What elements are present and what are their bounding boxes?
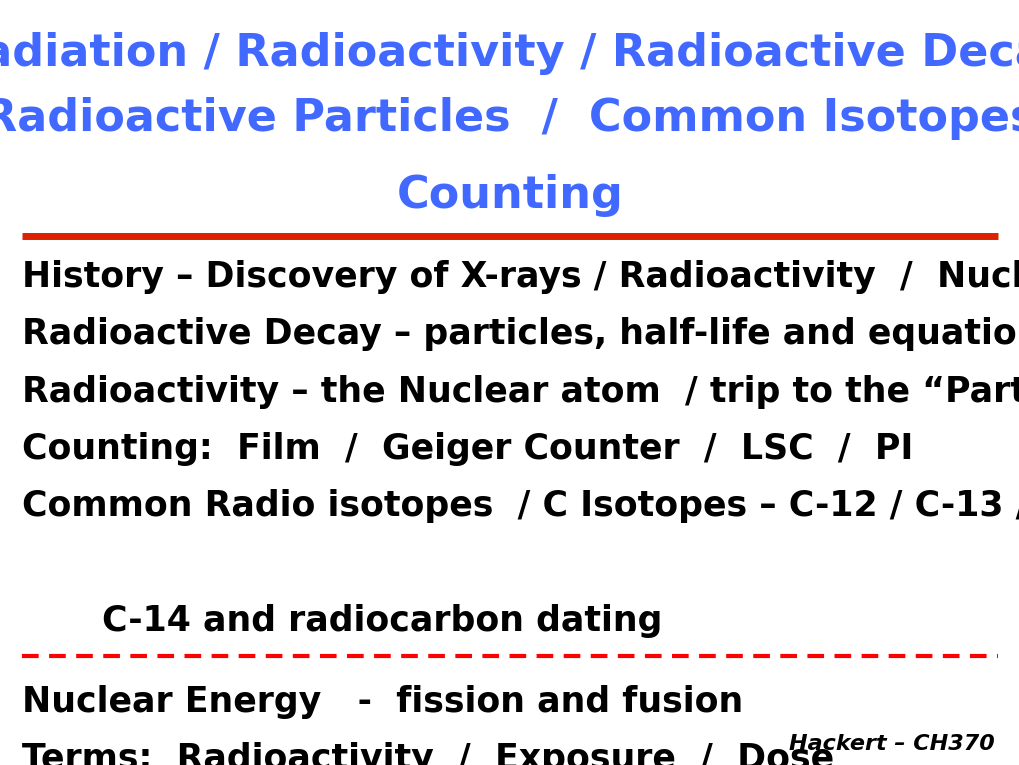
Text: Counting:  Film  /  Geiger Counter  /  LSC  /  PI: Counting: Film / Geiger Counter / LSC / … bbox=[22, 432, 913, 466]
Text: Radioactive Decay – particles, half-life and equations: Radioactive Decay – particles, half-life… bbox=[22, 317, 1019, 351]
Text: Nuclear Energy   -  fission and fusion: Nuclear Energy - fission and fusion bbox=[22, 685, 743, 718]
Text: Counting: Counting bbox=[396, 174, 623, 216]
Text: C-14 and radiocarbon dating: C-14 and radiocarbon dating bbox=[102, 604, 661, 638]
Text: Radiation / Radioactivity / Radioactive Decay: Radiation / Radioactivity / Radioactive … bbox=[0, 32, 1019, 75]
Text: Radioactivity – the Nuclear atom  / trip to the “Particle Zoo”: Radioactivity – the Nuclear atom / trip … bbox=[22, 375, 1019, 409]
Text: Radioactive Particles  /  Common Isotopes: Radioactive Particles / Common Isotopes bbox=[0, 97, 1019, 140]
Text: History – Discovery of X-rays / Radioactivity  /  Nuclear atom: History – Discovery of X-rays / Radioact… bbox=[22, 260, 1019, 294]
Text: Hackert – CH370: Hackert – CH370 bbox=[788, 734, 994, 754]
Text: Terms:  Radioactivity  /  Exposure  /  Dose: Terms: Radioactivity / Exposure / Dose bbox=[22, 742, 834, 765]
Text: Common Radio isotopes  / C Isotopes – C-12 / C-13 / C-14: Common Radio isotopes / C Isotopes – C-1… bbox=[22, 490, 1019, 523]
